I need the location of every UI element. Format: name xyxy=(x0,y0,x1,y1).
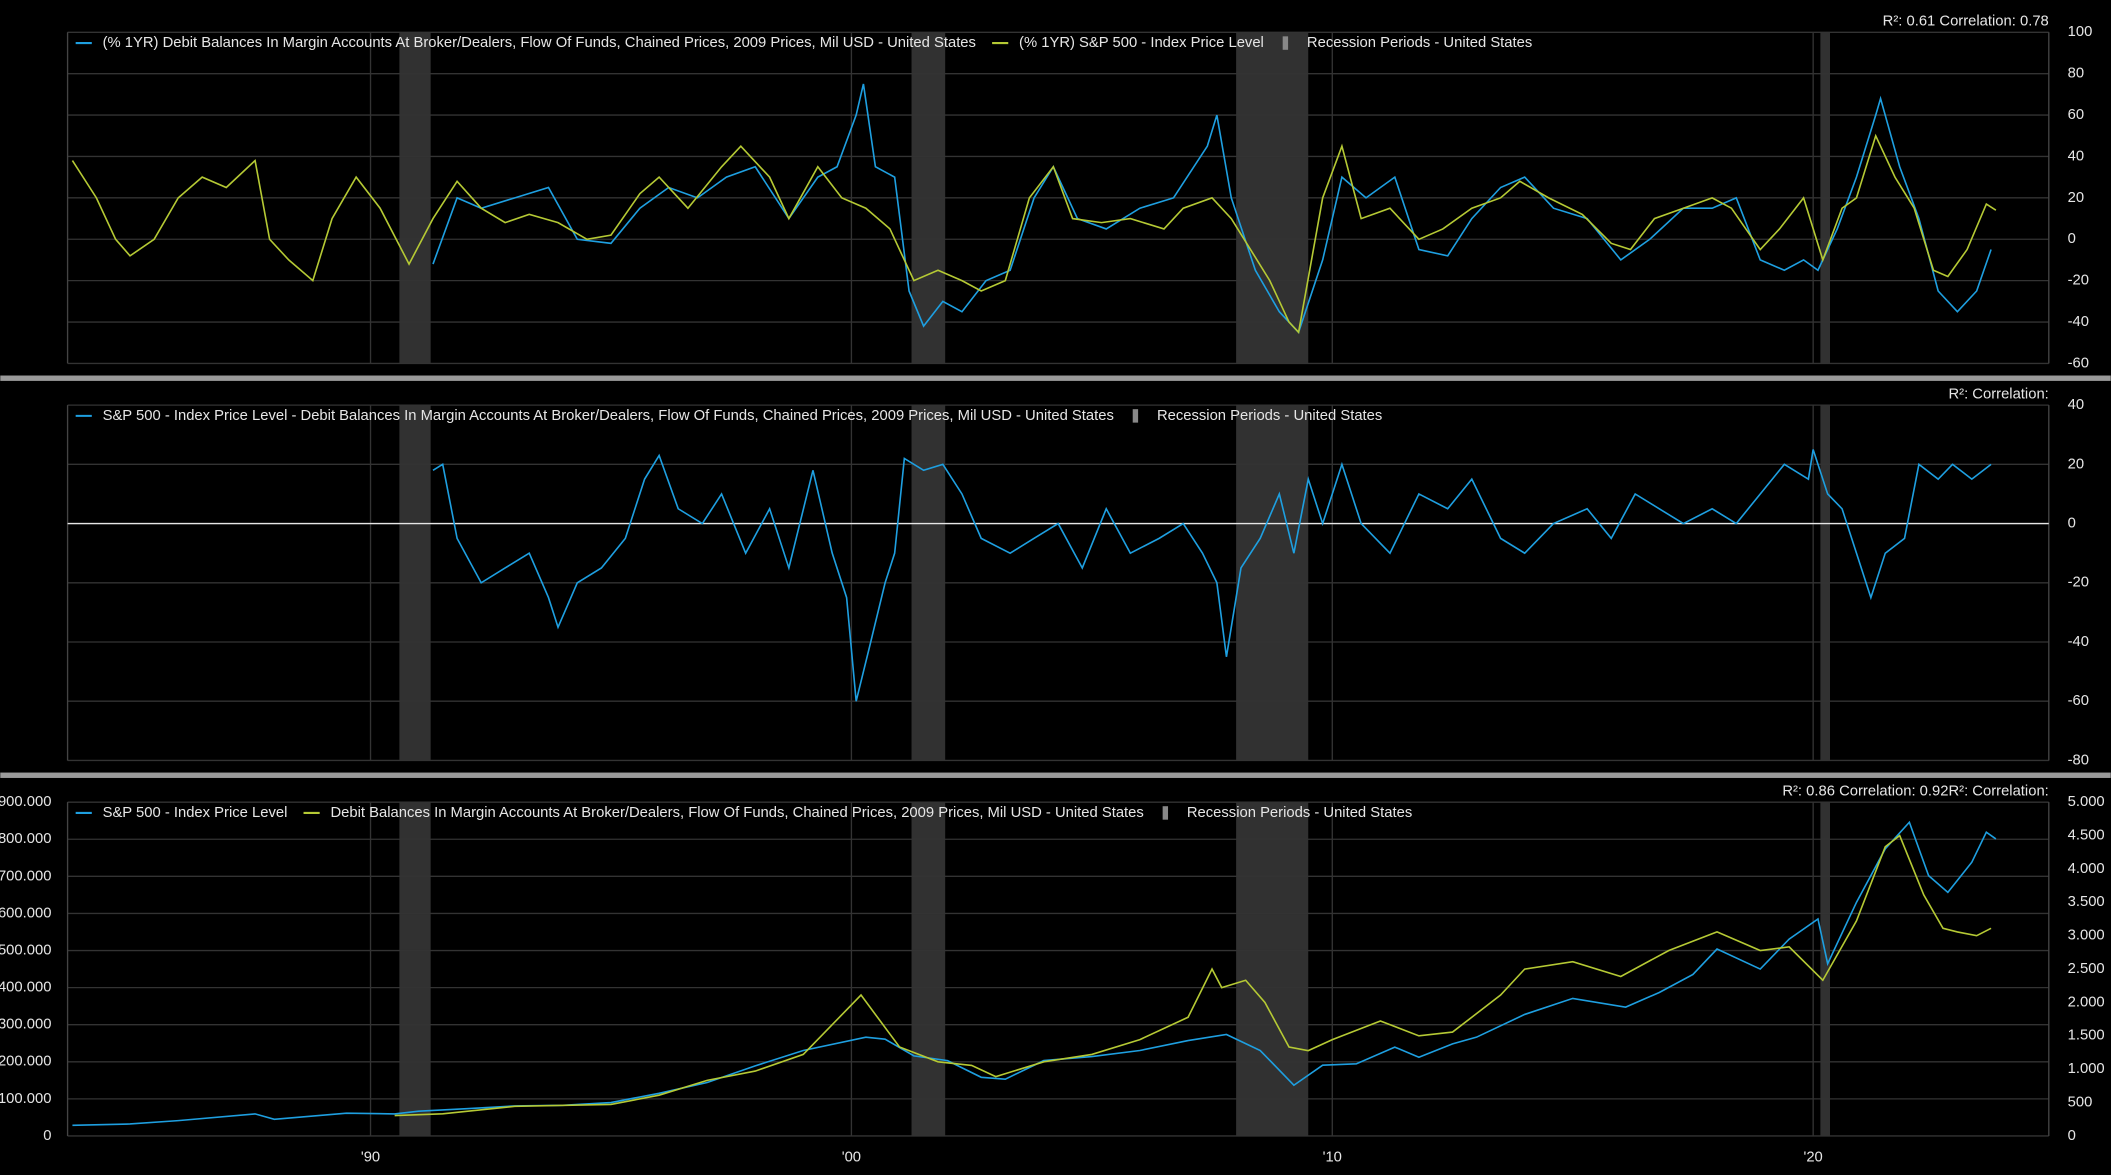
y-tick-label: -20 xyxy=(2068,575,2089,591)
y-tick-label: 100 xyxy=(2068,24,2093,40)
y-tick-label: 80 xyxy=(2068,66,2084,82)
y2-tick-label: 2.000 xyxy=(2068,994,2105,1010)
series-line xyxy=(432,83,1992,334)
x-tick-label: '20 xyxy=(1804,1149,1823,1165)
y2-tick-label: 1.500 xyxy=(2068,1028,2105,1044)
legend-label: S&P 500 - Index Price Level - Debit Bala… xyxy=(103,408,1114,424)
y-tick-label: 40 xyxy=(2068,397,2084,413)
legend-label: Recession Periods - United States xyxy=(1307,35,1532,51)
panel-separator xyxy=(0,375,2111,381)
y2-tick-label: 0 xyxy=(2068,1128,2076,1144)
y-tick-label: 40 xyxy=(2068,148,2084,164)
panel-separator xyxy=(0,772,2111,778)
series-line xyxy=(432,449,1992,702)
recession-band xyxy=(911,802,946,1136)
y-tick-label: -20 xyxy=(2068,273,2089,289)
y-tick-label: 20 xyxy=(2068,456,2084,472)
x-tick-label: '10 xyxy=(1323,1149,1342,1165)
x-tick-label: '90 xyxy=(361,1149,380,1165)
y-tick-label: 700.000 xyxy=(0,868,51,884)
y-tick-label: 500.000 xyxy=(0,942,51,958)
y2-tick-label: 4.500 xyxy=(2068,827,2105,843)
y-tick-label: 600.000 xyxy=(0,905,51,921)
y-tick-label: 300.000 xyxy=(0,1017,51,1033)
y-tick-label: -80 xyxy=(2068,752,2089,768)
stats-label: R²: 0.86 Correlation: 0.92R²: Correlatio… xyxy=(1782,783,2048,799)
recession-band xyxy=(399,802,431,1136)
series-line xyxy=(394,834,1992,1117)
y-tick-label: 200.000 xyxy=(0,1054,51,1070)
legend-swatch xyxy=(1132,409,1139,423)
legend-label: S&P 500 - Index Price Level xyxy=(103,805,288,821)
stats-label: R²: 0.61 Correlation: 0.78 xyxy=(1883,13,2049,29)
y-tick-label: 100.000 xyxy=(0,1091,51,1107)
y-tick-label: -60 xyxy=(2068,693,2089,709)
recession-band xyxy=(1820,802,1830,1136)
y2-tick-label: 500 xyxy=(2068,1094,2093,1110)
series-line xyxy=(72,820,1997,1127)
y-tick-label: 800.000 xyxy=(0,831,51,847)
y-tick-label: -40 xyxy=(2068,314,2089,330)
y-tick-label: 900.000 xyxy=(0,794,51,810)
legend-swatch xyxy=(1282,36,1289,50)
y2-tick-label: 3.500 xyxy=(2068,894,2105,910)
legend-label: (% 1YR) S&P 500 - Index Price Level xyxy=(1019,35,1264,51)
y2-tick-label: 5.000 xyxy=(2068,794,2105,810)
y-tick-label: -60 xyxy=(2068,355,2089,371)
y-tick-label: 0 xyxy=(43,1128,51,1144)
y2-tick-label: 1.000 xyxy=(2068,1061,2105,1077)
y2-tick-label: 4.000 xyxy=(2068,861,2105,877)
x-tick-label: '00 xyxy=(842,1149,861,1165)
legend-label: Recession Periods - United States xyxy=(1187,805,1412,821)
y-tick-label: -40 xyxy=(2068,634,2089,650)
legend-label: Debit Balances In Margin Accounts At Bro… xyxy=(330,805,1143,821)
y-tick-label: 0 xyxy=(2068,515,2076,531)
y-tick-label: 20 xyxy=(2068,190,2084,206)
y-tick-label: 400.000 xyxy=(0,980,51,996)
y2-tick-label: 2.500 xyxy=(2068,961,2105,977)
y-tick-label: 0 xyxy=(2068,231,2076,247)
legend-label: Recession Periods - United States xyxy=(1157,408,1382,424)
y-tick-label: 60 xyxy=(2068,107,2084,123)
series-line xyxy=(71,133,1997,335)
stats-label: R²: Correlation: xyxy=(1948,386,2048,402)
recession-band xyxy=(1236,802,1309,1136)
legend-swatch xyxy=(1162,806,1169,820)
legend-label: (% 1YR) Debit Balances In Margin Account… xyxy=(103,35,976,51)
y2-tick-label: 3.000 xyxy=(2068,928,2105,944)
